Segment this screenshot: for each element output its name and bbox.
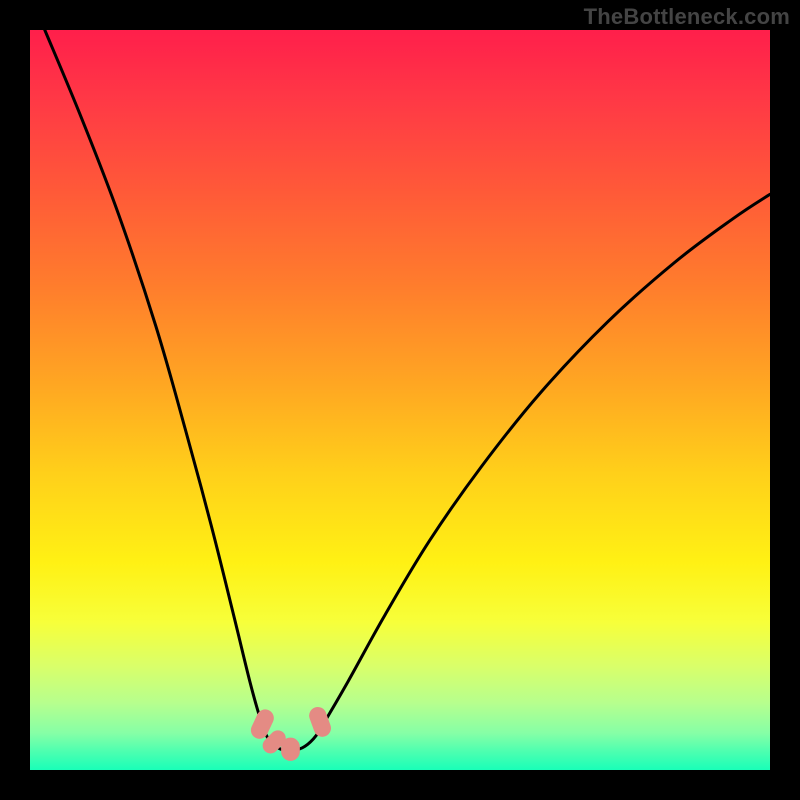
watermark-text: TheBottleneck.com xyxy=(584,4,790,30)
chart-stage: TheBottleneck.com xyxy=(0,0,800,800)
bottleneck-plot xyxy=(0,0,800,800)
gradient-background xyxy=(30,30,770,770)
valley-marker-2 xyxy=(282,738,300,760)
